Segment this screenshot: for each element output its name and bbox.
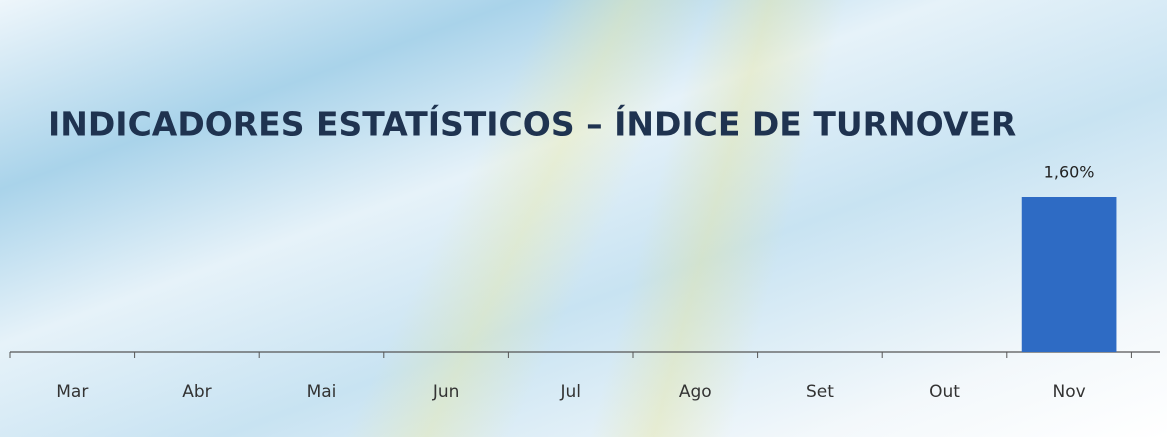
chart-title: INDICADORES ESTATÍSTICOS – ÍNDICE DE TUR…: [48, 104, 1016, 144]
page: INDICADORES ESTATÍSTICOS – ÍNDICE DE TUR…: [0, 0, 1167, 437]
x-tick-label: Nov: [1053, 382, 1086, 402]
x-tick-label: Mai: [307, 382, 337, 402]
x-tick-label: Mar: [56, 382, 88, 402]
chart: INDICADORES ESTATÍSTICOS – ÍNDICE DE TUR…: [0, 0, 1167, 437]
x-tick-label: Jul: [559, 382, 581, 402]
bar: [1022, 197, 1117, 352]
value-label: 1,60%: [1044, 163, 1095, 182]
x-tick-label: Ago: [679, 382, 712, 402]
x-tick-label: Jun: [432, 382, 460, 402]
x-tick-label: Out: [929, 382, 960, 402]
x-tick-label: Set: [806, 382, 834, 402]
x-tick-label: Abr: [182, 382, 211, 402]
